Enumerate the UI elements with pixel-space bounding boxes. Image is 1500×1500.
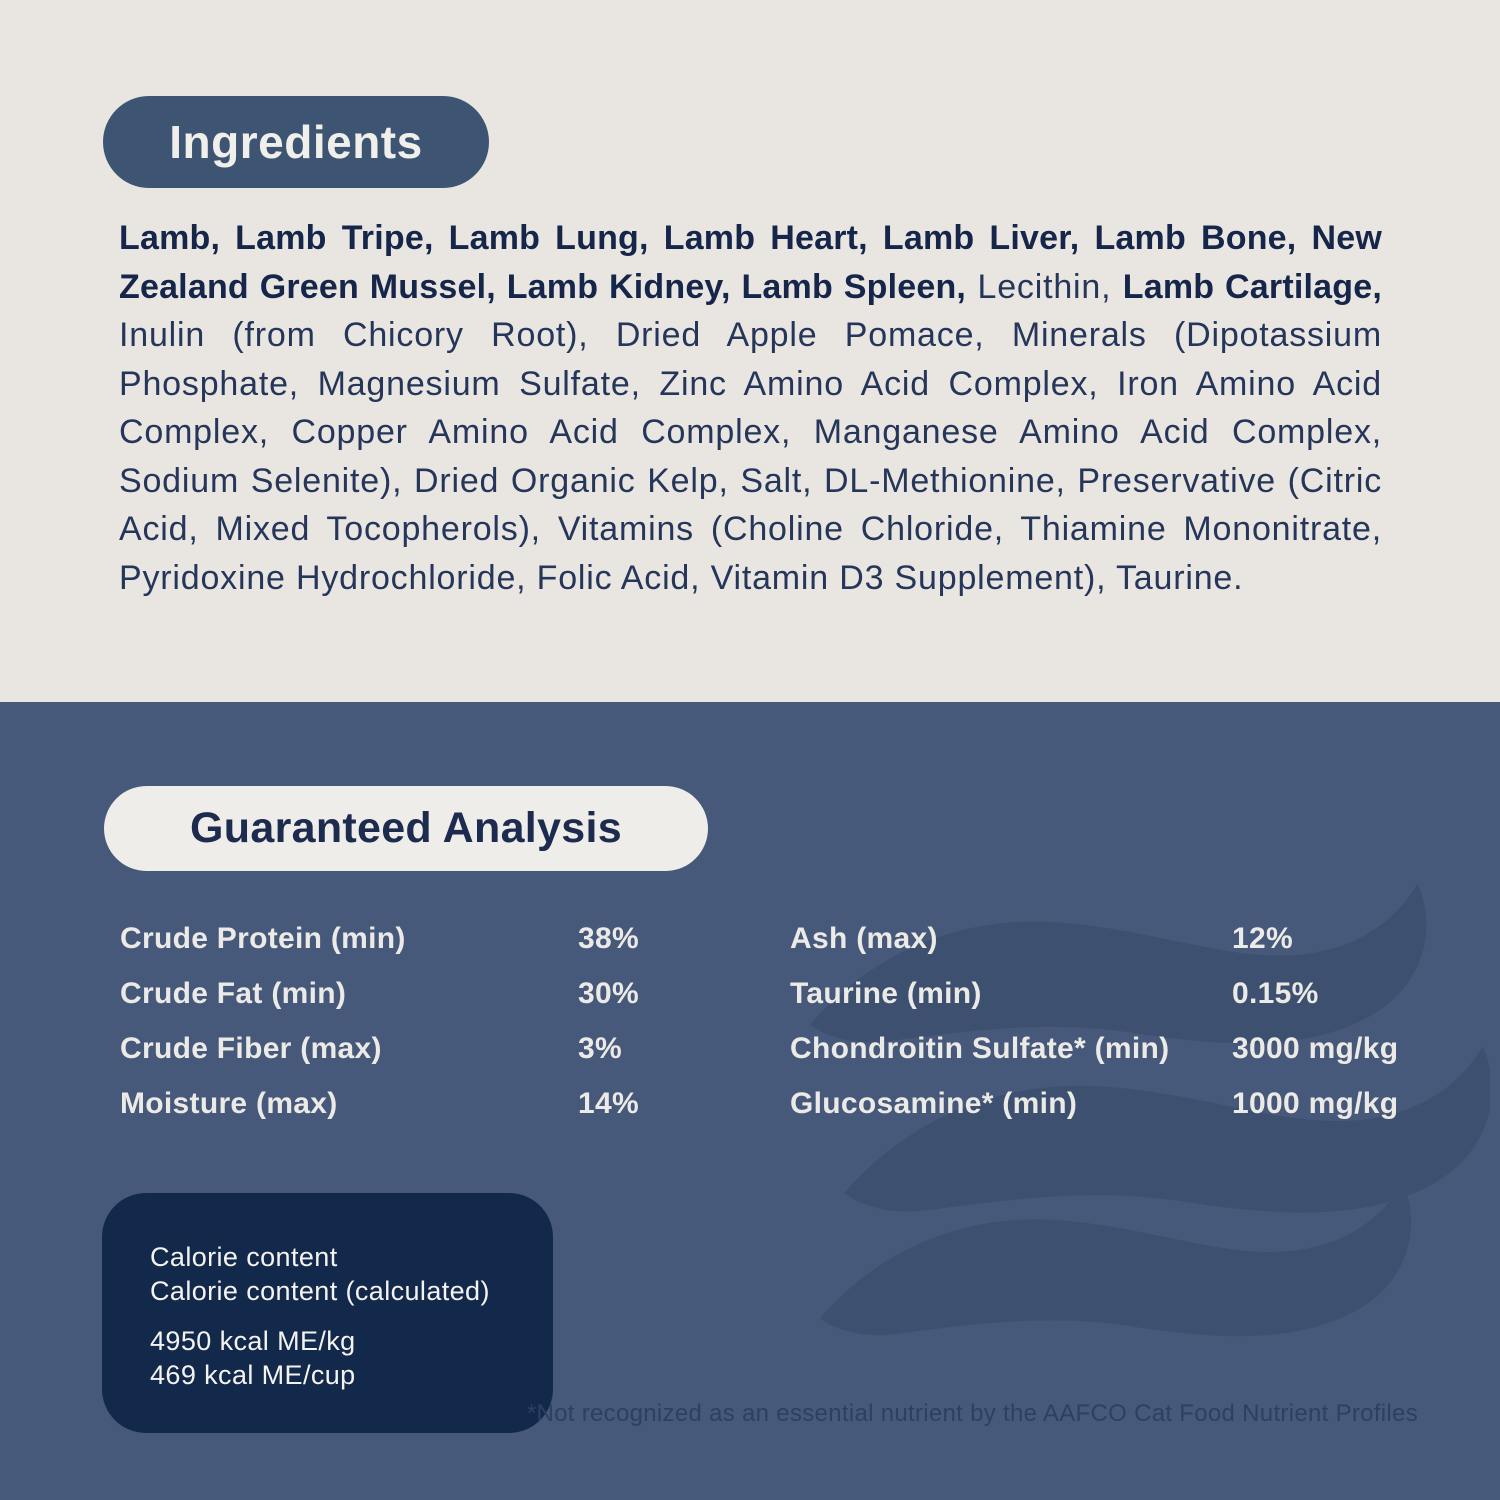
- analysis-row: Crude Fiber (max) 3%: [120, 1034, 740, 1064]
- calorie-value-line: 469 kcal ME/cup: [150, 1360, 356, 1390]
- analysis-column-right: Ash (max) 12% Taurine (min) 0.15% Chondroiti…: [790, 924, 1440, 1119]
- analysis-column-left: Crude Protein (min) 38% Crude Fat (min) 30%…: [120, 924, 740, 1119]
- analysis-value: 14%: [578, 1087, 639, 1120]
- analysis-value: 30%: [578, 977, 639, 1010]
- analysis-label: Chondroitin Sulfate* (min): [790, 1032, 1170, 1065]
- analysis-label: Glucosamine* (min): [790, 1087, 1078, 1120]
- guaranteed-analysis-section: Guaranteed Analysis Crude Protein (min) 3…: [0, 702, 1500, 1500]
- ingredients-section: Ingredients Lamb, Lamb Tripe, Lamb Lung,…: [0, 0, 1500, 702]
- analysis-row: Moisture (max) 14%: [120, 1089, 740, 1119]
- analysis-value: 1000 mg/kg: [1232, 1087, 1399, 1120]
- analysis-label: Ash (max): [790, 922, 938, 955]
- analysis-row: Chondroitin Sulfate* (min) 3000 mg/kg: [790, 1034, 1440, 1064]
- calorie-value-lines: 4950 kcal ME/kg 469 kcal ME/cup: [150, 1324, 513, 1392]
- calorie-heading-line: Calorie content: [150, 1242, 338, 1272]
- aafco-footnote: *Not recognized as an essential nutrient…: [526, 1400, 1418, 1427]
- ingredient-segment: Lamb, Lamb Tripe, Lamb Lung, Lamb Heart,…: [119, 219, 1382, 306]
- analysis-label: Moisture (max): [120, 1087, 338, 1120]
- ingredients-title: Ingredients: [169, 116, 423, 168]
- guaranteed-analysis-header-pill: Guaranteed Analysis: [104, 786, 708, 871]
- ingredient-segment: Lamb Cartilage,: [1122, 267, 1382, 306]
- analysis-value: 3000 mg/kg: [1232, 1032, 1399, 1065]
- ingredient-segment: Lecithin,: [966, 267, 1123, 306]
- analysis-value: 12%: [1232, 922, 1293, 955]
- calorie-heading-lines: Calorie content Calorie content (calculat…: [150, 1240, 513, 1308]
- guaranteed-analysis-title: Guaranteed Analysis: [190, 804, 622, 852]
- analysis-label: Crude Fiber (max): [120, 1032, 382, 1065]
- analysis-row: Ash (max) 12%: [790, 924, 1440, 954]
- calorie-value-line: 4950 kcal ME/kg: [150, 1326, 356, 1356]
- analysis-row: Taurine (min) 0.15%: [790, 979, 1440, 1009]
- analysis-row: Glucosamine* (min) 1000 mg/kg: [790, 1089, 1440, 1119]
- calorie-heading-line: Calorie content (calculated): [150, 1276, 490, 1306]
- calorie-content-box: Calorie content Calorie content (calculat…: [102, 1193, 553, 1433]
- analysis-row: Crude Protein (min) 38%: [120, 924, 740, 954]
- ingredients-header-pill: Ingredients: [103, 96, 489, 188]
- analysis-value: 3%: [578, 1032, 622, 1065]
- analysis-label: Crude Fat (min): [120, 977, 347, 1010]
- analysis-value: 0.15%: [1232, 977, 1319, 1010]
- ingredient-segment: Inulin (from Chicory Root), Dried Apple …: [119, 316, 1382, 597]
- analysis-label: Crude Protein (min): [120, 922, 406, 955]
- ingredients-text: Lamb, Lamb Tripe, Lamb Lung, Lamb Heart,…: [119, 214, 1382, 602]
- analysis-label: Taurine (min): [790, 977, 982, 1010]
- analysis-row: Crude Fat (min) 30%: [120, 979, 740, 1009]
- analysis-value: 38%: [578, 922, 639, 955]
